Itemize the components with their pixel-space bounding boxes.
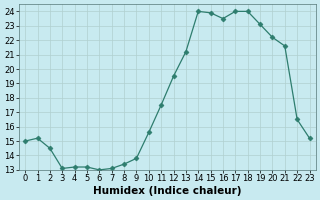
- X-axis label: Humidex (Indice chaleur): Humidex (Indice chaleur): [93, 186, 242, 196]
